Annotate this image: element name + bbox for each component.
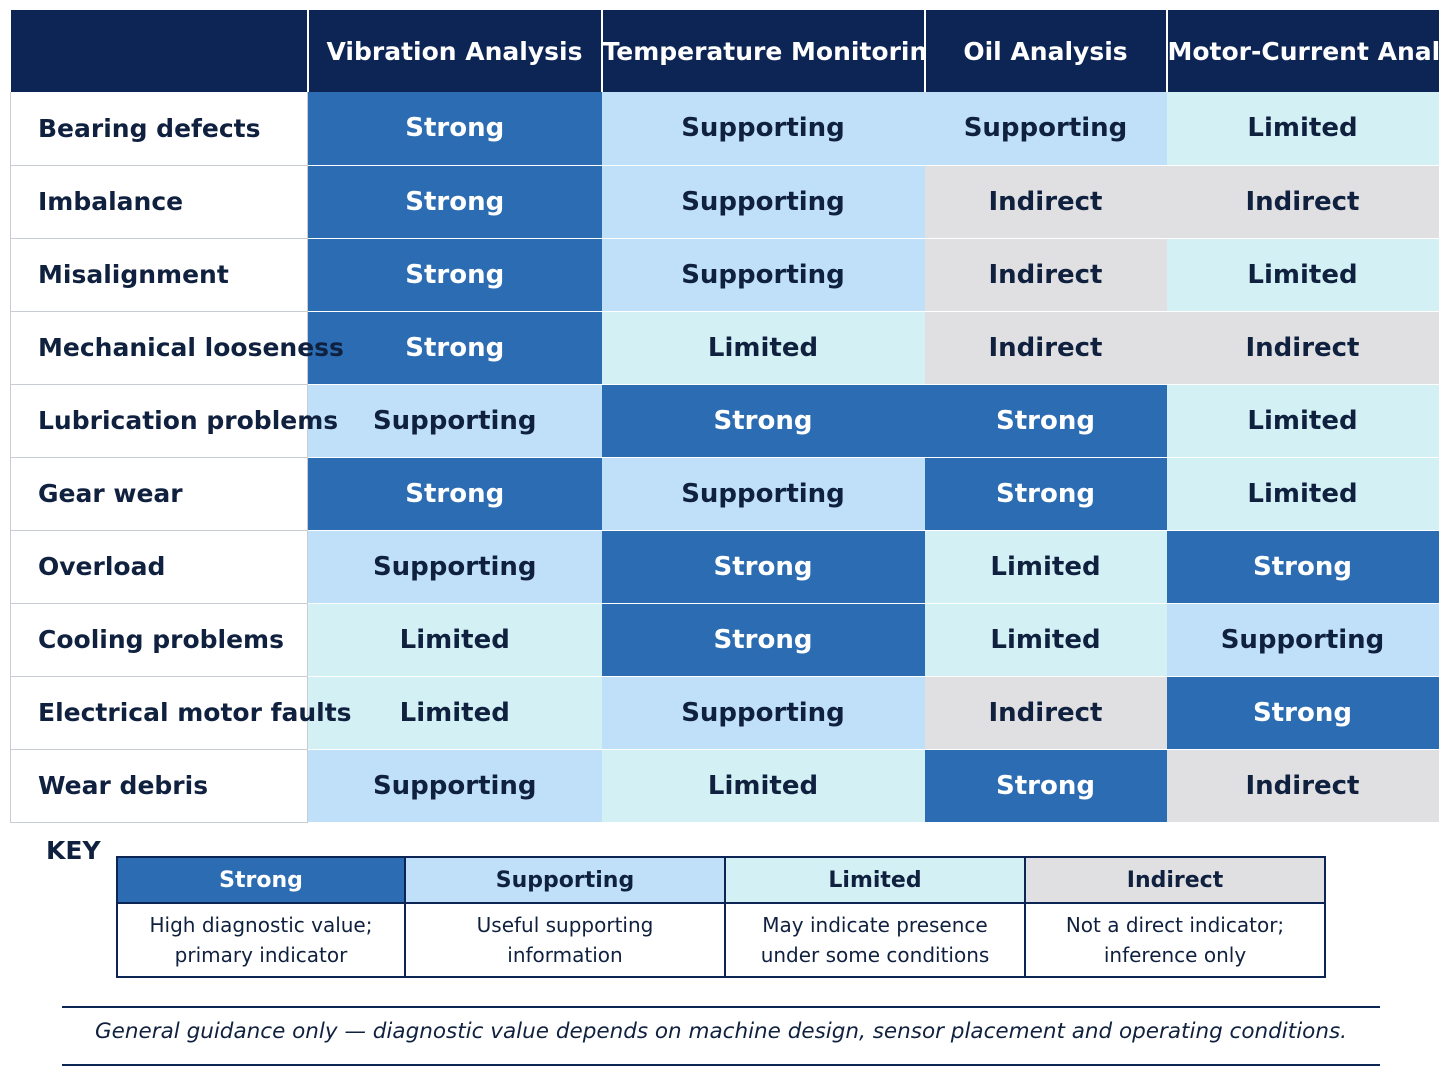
rating-cell: Supporting: [1166, 603, 1439, 677]
table-row: Bearing defects Strong Supporting Suppor…: [10, 92, 1439, 166]
table-row: Mechanical looseness Strong Limited Indi…: [10, 311, 1439, 385]
legend-label-strong: Strong: [116, 856, 406, 904]
legend-description-supporting: Useful supporting information: [404, 902, 726, 978]
rating-cell: Strong: [924, 749, 1167, 823]
legend-description-indirect: Not a direct indicator; inference only: [1024, 902, 1326, 978]
legend-description-line: Useful supporting: [476, 913, 654, 937]
legend-label-limited: Limited: [724, 856, 1026, 904]
table-row: Imbalance Strong Supporting Indirect Ind…: [10, 165, 1439, 239]
rating-cell: Strong: [601, 530, 925, 604]
key-title: KEY: [46, 836, 101, 865]
row-label: Mechanical looseness: [10, 311, 344, 385]
rating-cell: Supporting: [601, 238, 925, 312]
rating-cell: Indirect: [924, 676, 1167, 750]
rating-cell: Supporting: [307, 384, 602, 458]
legend-description-line: May indicate presence: [762, 913, 988, 937]
column-header: Temperature Monitoring: [600, 10, 925, 92]
legend-description-line: High diagnostic value;: [149, 913, 373, 937]
table-row: Overload Supporting Strong Limited Stron…: [10, 530, 1439, 604]
rating-cell: Supporting: [601, 676, 925, 750]
rating-cell: Strong: [601, 603, 925, 677]
rating-cell: Supporting: [924, 92, 1167, 166]
row-label: Wear debris: [10, 749, 308, 823]
rating-cell: Limited: [1166, 384, 1439, 458]
rating-cell: Strong: [307, 165, 602, 239]
rating-cell: Strong: [307, 311, 602, 385]
rating-cell: Strong: [307, 238, 602, 312]
header-row: Vibration Analysis Temperature Monitorin…: [10, 10, 1439, 92]
rating-cell: Strong: [1166, 676, 1439, 750]
table-row: Lubrication problems Supporting Strong S…: [10, 384, 1439, 458]
legend-label-supporting: Supporting: [404, 856, 726, 904]
rating-cell: Indirect: [924, 311, 1167, 385]
rating-cell: Limited: [307, 603, 602, 677]
table-row: Electrical motor faults Limited Supporti…: [10, 676, 1439, 750]
footnote-rule-top: [62, 1006, 1380, 1008]
rating-cell: Supporting: [307, 530, 602, 604]
rating-cell: Indirect: [924, 238, 1167, 312]
row-label: Electrical motor faults: [10, 676, 352, 750]
legend-description-line: Not a direct indicator;: [1065, 913, 1285, 937]
rating-cell: Strong: [307, 457, 602, 531]
rating-cell: Indirect: [1166, 749, 1439, 823]
column-header: Motor-Current Analysis: [1165, 10, 1439, 92]
row-label: Bearing defects: [10, 92, 308, 166]
rating-cell: Limited: [1166, 92, 1439, 166]
table-row: Gear wear Strong Supporting Strong Limit…: [10, 457, 1439, 531]
row-label: Lubrication problems: [10, 384, 338, 458]
diagnostic-matrix: Vibration Analysis Temperature Monitorin…: [10, 10, 1439, 823]
rating-cell: Strong: [924, 384, 1167, 458]
row-label: Cooling problems: [10, 603, 308, 677]
rating-cell: Limited: [924, 603, 1167, 677]
column-header: Oil Analysis: [923, 10, 1167, 92]
rating-cell: Limited: [924, 530, 1167, 604]
row-label: Overload: [10, 530, 308, 604]
rating-cell: Indirect: [1166, 165, 1439, 239]
legend-description-line: inference only: [1103, 943, 1247, 967]
rating-cell: Limited: [1166, 238, 1439, 312]
rating-cell: Limited: [601, 749, 925, 823]
rating-cell: Indirect: [924, 165, 1167, 239]
rating-cell: Strong: [924, 457, 1167, 531]
rating-cell: Indirect: [1166, 311, 1439, 385]
footnote: General guidance only — diagnostic value…: [95, 1019, 1347, 1044]
rating-cell: Limited: [307, 676, 602, 750]
footnote-rule-bottom: [62, 1064, 1380, 1066]
legend-table: Strong Supporting Limited Indirect High …: [116, 856, 1326, 978]
rating-cell: Strong: [601, 384, 925, 458]
legend-description-limited: May indicate presence under some conditi…: [724, 902, 1026, 978]
rating-cell: Supporting: [601, 92, 925, 166]
rating-cell: Strong: [1166, 530, 1439, 604]
row-label: Imbalance: [10, 165, 308, 239]
table-row: Cooling problems Limited Strong Limited …: [10, 603, 1439, 677]
legend-label-row: Strong Supporting Limited Indirect: [116, 856, 1326, 904]
rating-cell: Strong: [307, 92, 602, 166]
legend-description-row: High diagnostic value; primary indicator…: [116, 902, 1326, 978]
table-row: Wear debris Supporting Limited Strong In…: [10, 749, 1439, 823]
rating-cell: Limited: [601, 311, 925, 385]
rating-cell: Supporting: [601, 165, 925, 239]
legend-description-line: primary indicator: [174, 943, 348, 967]
rating-cell: Supporting: [601, 457, 925, 531]
row-label: Misalignment: [10, 238, 308, 312]
legend-description-line: under some conditions: [760, 943, 990, 967]
rating-cell: Supporting: [307, 749, 602, 823]
header-corner: [10, 10, 308, 92]
legend-description-line: information: [507, 943, 623, 967]
legend-label-indirect: Indirect: [1024, 856, 1326, 904]
table-row: Misalignment Strong Supporting Indirect …: [10, 238, 1439, 312]
rating-cell: Limited: [1166, 457, 1439, 531]
column-header: Vibration Analysis: [306, 10, 602, 92]
legend-description-strong: High diagnostic value; primary indicator: [116, 902, 406, 978]
row-label: Gear wear: [10, 457, 308, 531]
